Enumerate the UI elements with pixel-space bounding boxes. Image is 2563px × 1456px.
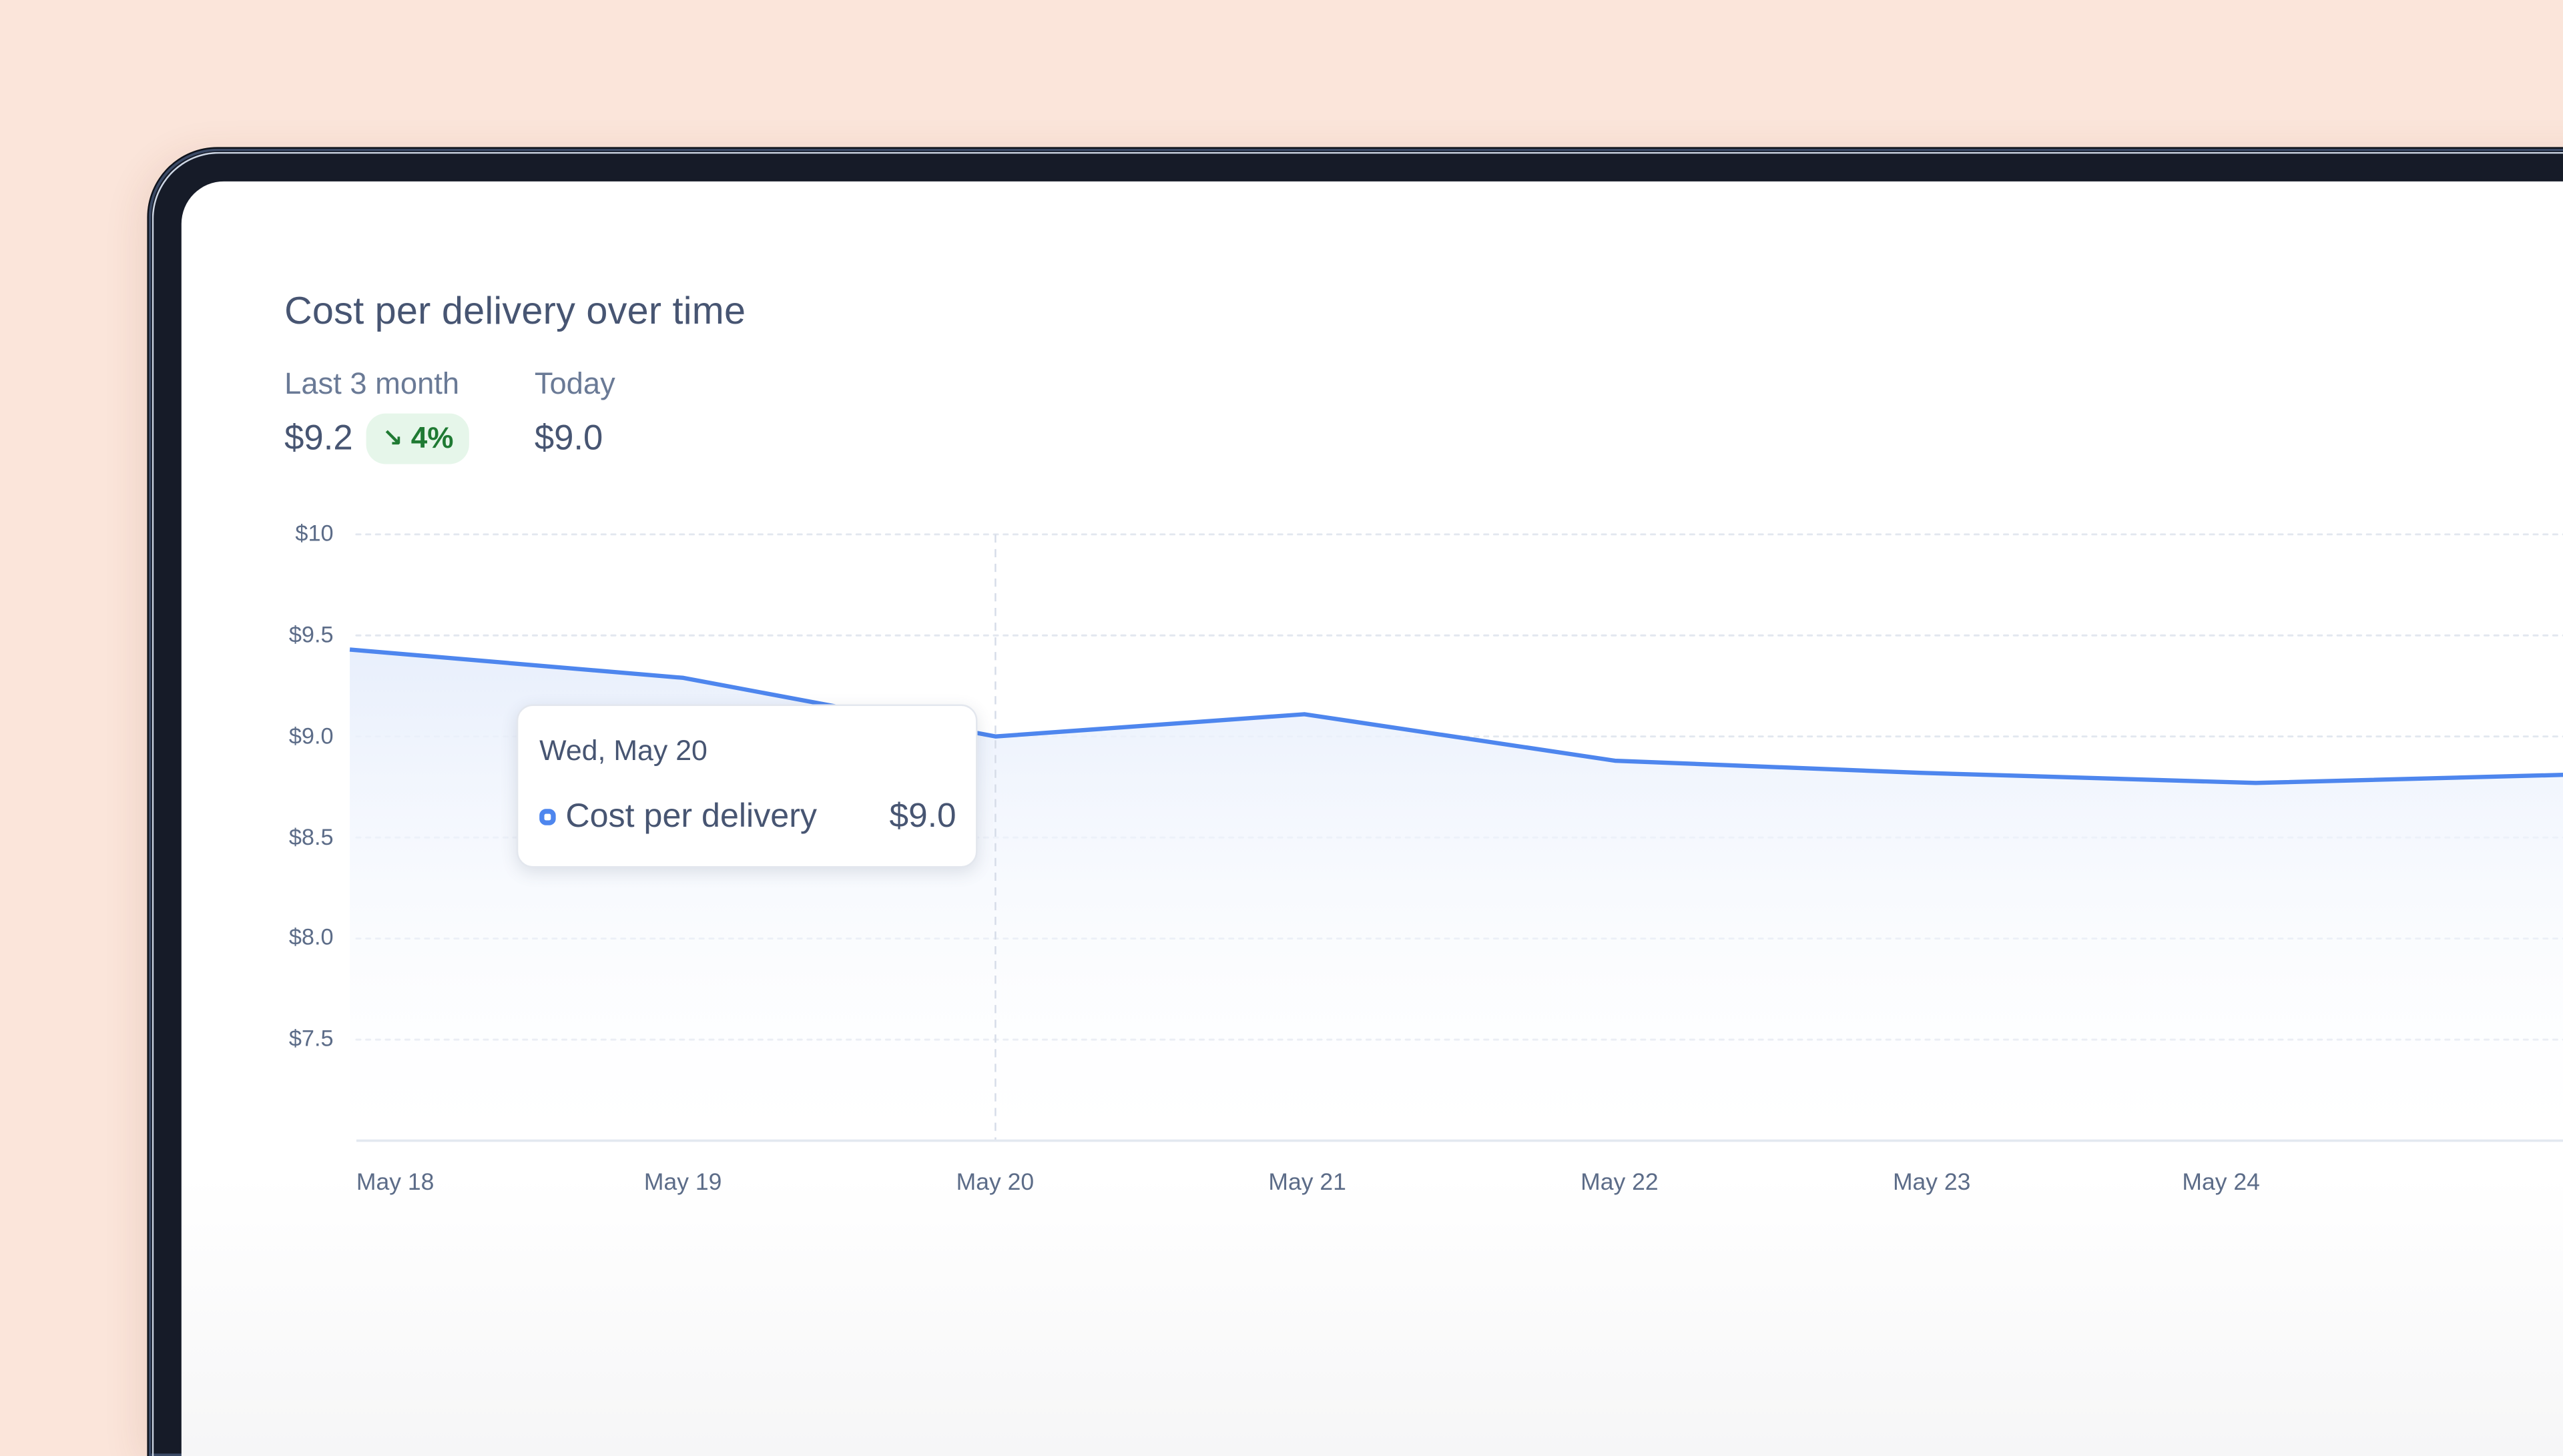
y-tick-label: $7.5 — [288, 1024, 334, 1052]
stage: Cost per delivery over time Last 3 month… — [148, 148, 2563, 1456]
stat-label: Last 3 month — [284, 366, 460, 401]
x-tick-label: May 24 — [2182, 1170, 2260, 1196]
arrow-down-right-icon: ↘ — [382, 424, 403, 453]
y-tick-label: $8.0 — [288, 924, 334, 950]
stat-value: $9.0 — [534, 417, 603, 457]
trend-percent: 4% — [410, 420, 454, 454]
y-tick-label: $10 — [295, 519, 334, 546]
tooltip-value: $9.0 — [889, 797, 956, 835]
stat-label: Today — [534, 366, 615, 401]
y-tick-label: $9.0 — [288, 721, 334, 748]
chart-tooltip: Wed, May 20 Cost per delivery $9.0 — [516, 704, 978, 868]
trend-badge: ↘ 4% — [366, 412, 470, 464]
y-tick-label: $8.5 — [288, 823, 334, 849]
stat-last-3-month: Last 3 month $9.2 ↘ 4% — [284, 366, 470, 464]
chart-card-title: Cost per delivery over time — [284, 289, 746, 332]
tooltip-date: Wed, May 20 — [539, 733, 707, 767]
line-chart[interactable]: $10 $9.5 $9.0 $8.5 $8.0 $7.5 May 18 May 19 May … — [182, 181, 2563, 1325]
x-tick-label: May 19 — [643, 1170, 722, 1196]
stat-value: $9.2 — [284, 417, 353, 457]
series-swatch-icon — [539, 809, 556, 825]
dashboard-screen: Cost per delivery over time Last 3 month… — [181, 181, 2563, 1456]
tooltip-series-name: Cost per delivery — [565, 797, 818, 835]
stat-today: Today $9.0 — [535, 366, 615, 464]
x-tick-label: May 18 — [356, 1170, 435, 1196]
x-tick-label: May 21 — [1268, 1170, 1346, 1196]
x-tick-label: May 20 — [956, 1170, 1035, 1196]
x-tick-label: May 23 — [1892, 1170, 1971, 1196]
y-tick-label: $9.5 — [288, 621, 334, 647]
series-line — [349, 647, 2563, 785]
device-frame: Cost per delivery over time Last 3 month… — [148, 148, 2563, 1456]
x-tick-label: May 22 — [1581, 1170, 1659, 1196]
